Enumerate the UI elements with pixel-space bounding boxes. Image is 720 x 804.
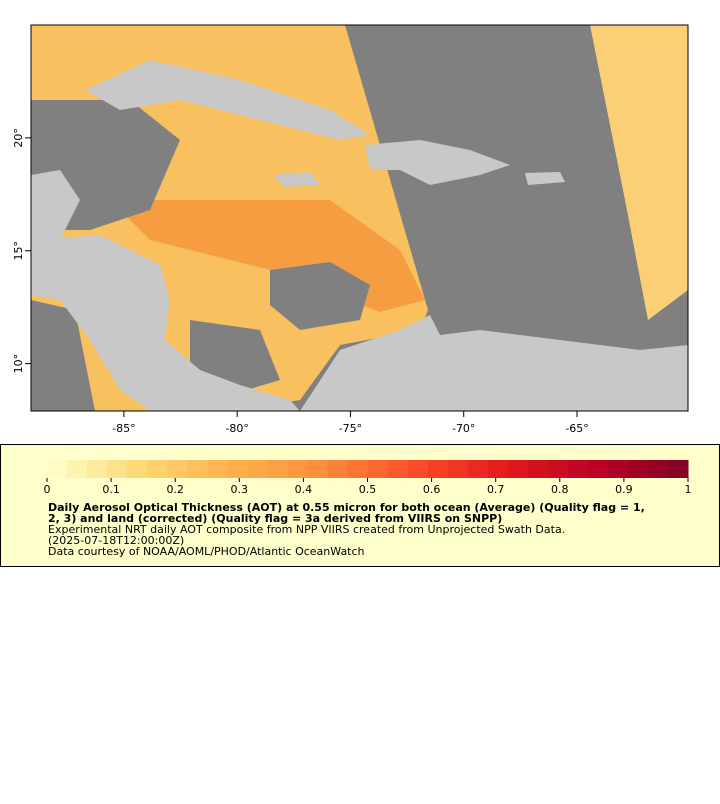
colorbar-step xyxy=(267,460,288,478)
colorbar-step xyxy=(387,460,409,478)
land xyxy=(300,315,688,411)
colorbar-step xyxy=(407,460,429,478)
colorbar-step xyxy=(667,460,689,478)
colorbar-step xyxy=(527,460,549,478)
colorbar-tick-label: 0.6 xyxy=(423,483,441,496)
colorbar-step xyxy=(187,460,208,478)
colorbar-step xyxy=(327,460,348,478)
colorbar-tick-label: 1 xyxy=(685,483,692,496)
colorbar-tick-label: 0.8 xyxy=(551,483,569,496)
legend-info: (2025-07-18T12:00:00Z) xyxy=(48,534,184,547)
colorbar-tick-label: 0.7 xyxy=(487,483,505,496)
land xyxy=(31,170,80,245)
colorbar-step xyxy=(587,460,609,478)
colorbar-step xyxy=(47,460,68,478)
x-tick-label: -65° xyxy=(565,422,588,435)
axes: -85° -80° -75° -70° -65° 10° 15° 20° xyxy=(12,128,589,435)
colorbar-tick-label: 0.1 xyxy=(102,483,120,496)
colorbar-step xyxy=(647,460,669,478)
cloud-gap xyxy=(270,262,370,330)
colorbar-step xyxy=(467,460,489,478)
land xyxy=(31,235,300,411)
aot-swath-east xyxy=(590,25,688,320)
colorbar-step xyxy=(507,460,529,478)
colorbar-step xyxy=(427,460,449,478)
colorbar-step xyxy=(627,460,649,478)
x-tick-label: -85° xyxy=(112,422,135,435)
legend-title: Daily Aerosol Optical Thickness (AOT) at… xyxy=(48,501,645,514)
x-tick-label: -75° xyxy=(339,422,362,435)
colorbar-step xyxy=(107,460,128,478)
y-tick-label: 20° xyxy=(12,128,25,148)
colorbar-step xyxy=(147,460,168,478)
legend-info: Data courtesy of NOAA/AOML/PHOD/Atlantic… xyxy=(48,545,365,558)
colorbar-step xyxy=(67,460,88,478)
colorbar-step xyxy=(287,460,308,478)
colorbar-step xyxy=(607,460,629,478)
colorbar-tick-label: 0.5 xyxy=(359,483,377,496)
y-tick-label: 15° xyxy=(12,241,25,261)
x-tick-label: -70° xyxy=(452,422,475,435)
colorbar-step xyxy=(127,460,148,478)
map-area xyxy=(31,25,688,411)
land xyxy=(525,172,565,185)
colorbar-step xyxy=(447,460,469,478)
colorbar-step xyxy=(547,460,569,478)
y-tick-label: 10° xyxy=(12,354,25,374)
land xyxy=(365,140,510,185)
map-frame xyxy=(30,24,689,412)
colorbar-tick-label: 0 xyxy=(44,483,51,496)
land xyxy=(85,60,370,140)
colorbar-step xyxy=(567,460,589,478)
colorbar-step xyxy=(347,460,368,478)
colorbar-step xyxy=(247,460,268,478)
colorbar-step xyxy=(487,460,509,478)
legend-info: Experimental NRT daily AOT composite fro… xyxy=(48,523,565,536)
colorbar-tick-label: 0.3 xyxy=(231,483,249,496)
colorbar-step xyxy=(87,460,108,478)
colorbar-step xyxy=(307,460,328,478)
legend-title: 2, 3) and land (corrected) (Quality flag… xyxy=(48,512,502,525)
legend-text: Daily Aerosol Optical Thickness (AOT) at… xyxy=(48,501,645,558)
colorbar-step xyxy=(227,460,248,478)
colorbar-step xyxy=(167,460,188,478)
colorbar-step xyxy=(367,460,389,478)
land xyxy=(272,172,320,187)
colorbar: 0 0.1 0.2 0.3 0.4 0.5 0.6 0.7 0.8 0.9 1 xyxy=(44,460,692,496)
x-tick-label: -80° xyxy=(225,422,248,435)
colorbar-tick-label: 0.4 xyxy=(295,483,313,496)
colorbar-step xyxy=(207,460,228,478)
colorbar-tick-label: 0.2 xyxy=(166,483,184,496)
colorbar-tick-label: 0.9 xyxy=(615,483,633,496)
